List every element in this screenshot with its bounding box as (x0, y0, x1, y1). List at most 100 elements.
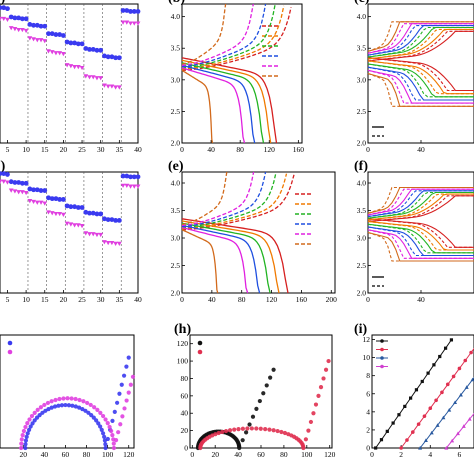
charge-curve (367, 191, 474, 219)
charge-curve (367, 190, 474, 218)
charge-curve (367, 25, 474, 56)
data-point (79, 205, 85, 210)
data-point (92, 405, 97, 410)
data-point (64, 203, 70, 209)
x-tick-label: 40 (417, 295, 425, 304)
data-point (100, 413, 106, 419)
data-point (308, 419, 314, 425)
data-point (128, 174, 133, 180)
data-point (399, 446, 403, 450)
data-point (131, 9, 137, 14)
data-point (103, 442, 108, 447)
data-point (31, 22, 36, 28)
y-tick-label: 3.0 (357, 75, 367, 84)
data-point (98, 47, 104, 53)
charge-curve (367, 21, 474, 52)
data-point (282, 430, 288, 436)
data-point (416, 422, 421, 426)
data-point (124, 364, 129, 369)
y-tick-label: 3.0 (357, 234, 367, 243)
data-point (35, 407, 40, 413)
data-point (301, 445, 306, 451)
data-point (411, 430, 415, 434)
charge-curve (181, 7, 292, 71)
discharge-curve (181, 222, 271, 294)
data-point (441, 415, 446, 420)
charge-curve (367, 23, 474, 54)
data-point (397, 413, 401, 417)
data-point (124, 20, 130, 25)
data-point (24, 434, 29, 439)
x-tick-label: 4 (428, 450, 432, 459)
data-point (103, 445, 108, 451)
data-point (63, 402, 68, 408)
data-point (56, 403, 61, 408)
data-point (77, 397, 82, 403)
data-point (135, 21, 141, 26)
charge-curve (181, 174, 295, 231)
data-point (86, 410, 91, 415)
discharge-curve (367, 218, 474, 248)
data-point (455, 431, 460, 436)
data-point (20, 433, 25, 438)
data-point (403, 404, 407, 409)
data-point (258, 426, 263, 431)
charge-curve (367, 23, 474, 54)
x-tick-label: 15 (41, 295, 49, 304)
data-point (391, 421, 395, 425)
data-point (118, 422, 123, 427)
discharge-curve (367, 60, 474, 95)
data-point (126, 355, 131, 360)
charge-curve (367, 28, 474, 60)
legend-marker (7, 340, 13, 346)
data-point (59, 403, 65, 408)
x-tick-label: 120 (324, 450, 336, 459)
y-tick-label: 0 (366, 444, 370, 453)
data-point (57, 32, 63, 37)
data-point (463, 358, 468, 363)
x-tick-label: 10 (22, 145, 30, 154)
data-point (87, 75, 92, 80)
data-point (120, 8, 126, 13)
x-tick-label: 160 (296, 295, 308, 304)
data-point (220, 429, 225, 435)
data-point (135, 174, 141, 180)
data-point (27, 21, 33, 27)
discharge-curve (367, 63, 474, 98)
data-point (12, 189, 18, 194)
data-point (109, 54, 115, 60)
y-tick-label: 0 (184, 444, 188, 453)
data-point (254, 406, 259, 411)
data-point (38, 188, 44, 193)
discharge-curve (367, 57, 474, 92)
discharge-curve (181, 67, 246, 144)
data-point (385, 429, 389, 433)
data-point (261, 391, 266, 396)
data-point (90, 210, 96, 216)
data-point (464, 385, 469, 389)
x-tick-label: 10 (22, 295, 30, 304)
data-point (264, 383, 269, 388)
data-point (61, 212, 66, 217)
data-point (23, 442, 28, 447)
data-point (263, 427, 268, 432)
data-point (422, 414, 427, 418)
data-point (34, 22, 40, 28)
data-point (42, 39, 48, 44)
data-point (34, 187, 40, 193)
x-tick-label: 35 (116, 145, 124, 154)
data-point (53, 51, 59, 56)
plot-frame (181, 3, 303, 144)
data-point (23, 424, 28, 430)
data-point (49, 399, 54, 404)
data-point (61, 52, 66, 57)
data-point (31, 187, 36, 193)
data-point (37, 413, 42, 418)
data-point (31, 199, 36, 205)
y-tick-label: 4.0 (357, 12, 367, 21)
data-point (32, 410, 37, 415)
data-point (81, 399, 86, 404)
data-point (110, 418, 115, 423)
charge-curve (367, 195, 474, 223)
data-point (75, 41, 81, 47)
